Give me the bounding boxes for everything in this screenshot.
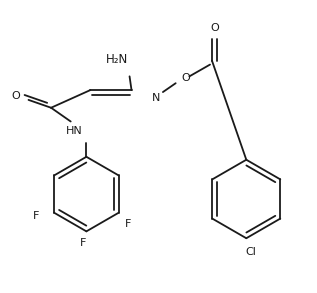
Text: N: N [152,93,160,103]
Text: Cl: Cl [246,247,257,257]
Text: O: O [181,73,190,83]
Text: HN: HN [66,126,83,136]
Text: F: F [33,211,40,221]
Text: O: O [11,91,20,101]
Text: F: F [80,238,87,248]
Text: H₂N: H₂N [106,53,128,66]
Text: O: O [210,23,219,33]
Text: F: F [125,219,132,229]
